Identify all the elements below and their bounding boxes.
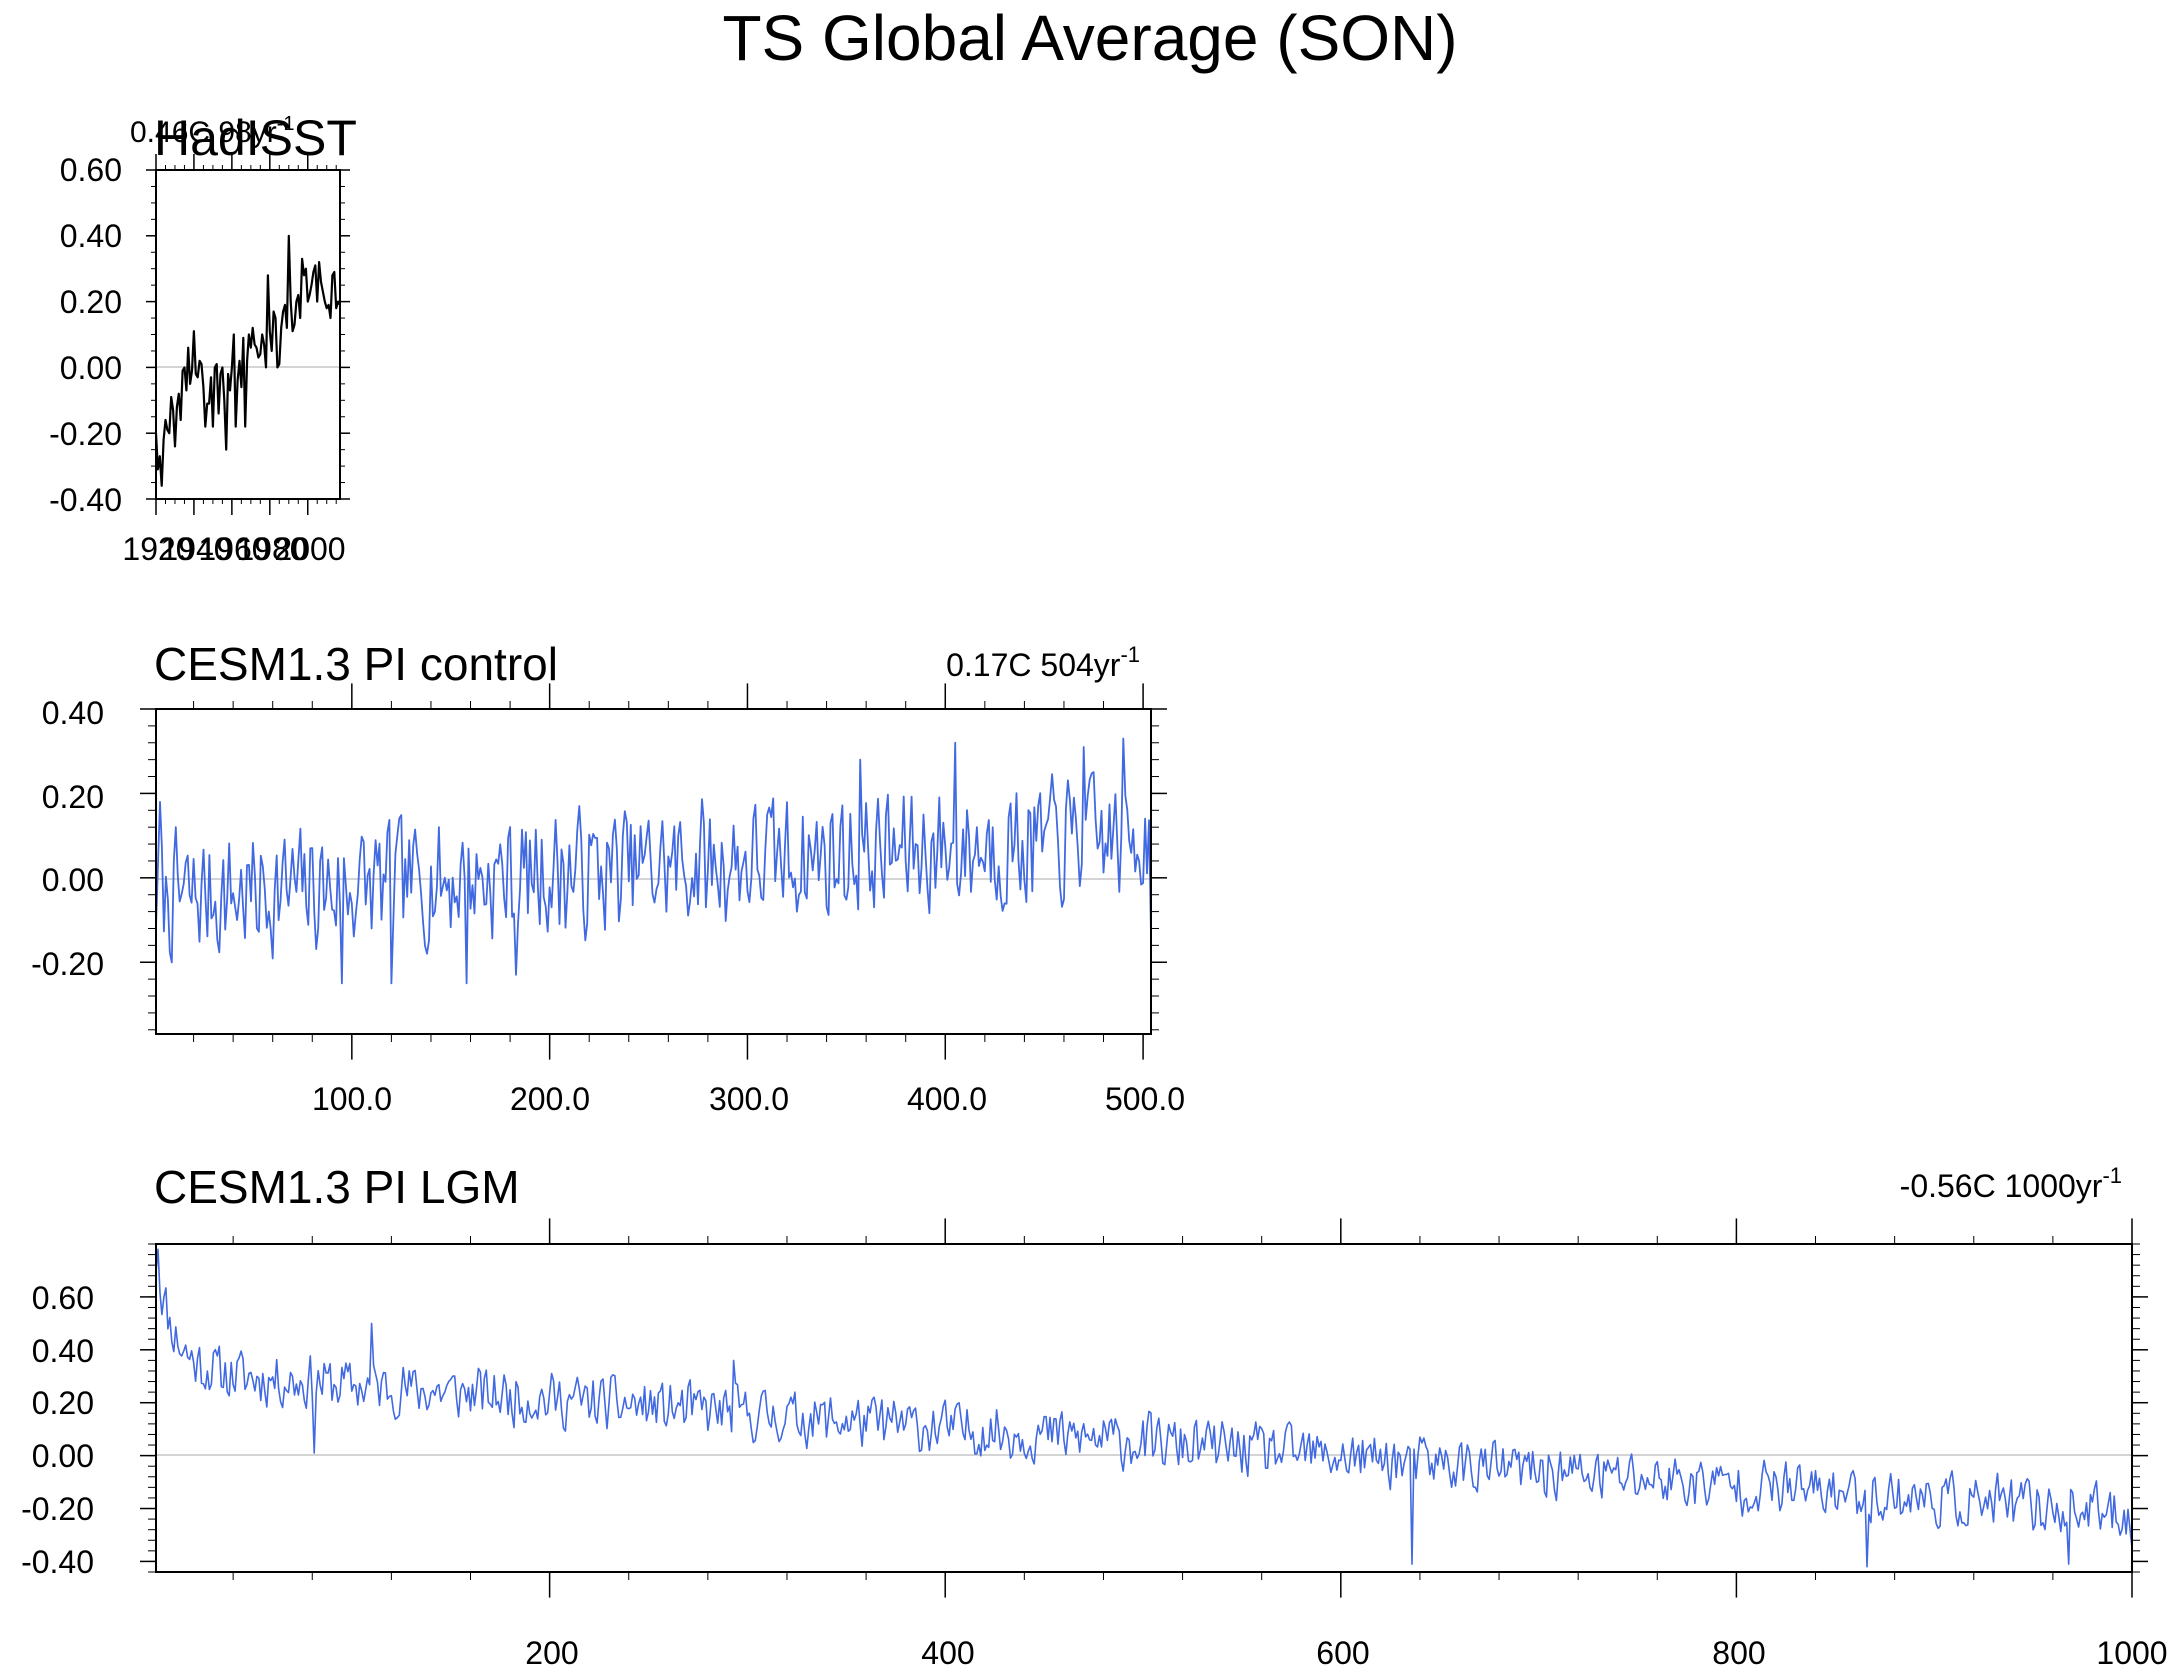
y-tick-label: 0.20	[42, 779, 104, 815]
x-tick-label: 100.0	[312, 1081, 392, 1117]
trend-label: 0.46C 98yr-1	[130, 113, 295, 149]
x-tick-label: 400	[921, 1635, 974, 1671]
x-tick-label: 1000	[2096, 1635, 2167, 1671]
x-tick-label: 300.0	[709, 1081, 789, 1117]
trend-label-sup: -1	[277, 113, 295, 135]
x-ticks	[232, 1218, 2133, 1598]
x-tick-label: 200	[525, 1635, 578, 1671]
plot-frame	[155, 1243, 2133, 1573]
x-tick-label: 1980	[236, 531, 307, 567]
trend-label-text: 0.46C 98yr	[130, 116, 277, 149]
panel-pi-control: CESM1.3 PI control 0.17C 504yr-1 0.40 0.…	[31, 638, 1185, 1117]
trend-label-sup: -1	[2102, 1163, 2122, 1188]
x-ticks	[193, 683, 1144, 1060]
y-tick-label: -0.40	[21, 1544, 94, 1580]
y-ticks	[140, 1243, 2148, 1573]
trend-label: -0.56C 1000yr-1	[1900, 1163, 2122, 1204]
y-tick-label: 0.00	[60, 350, 122, 386]
series-line-layer	[155, 737, 1152, 985]
trend-label: 0.17C 504yr-1	[946, 642, 1140, 683]
series-line	[155, 1248, 2133, 1568]
x-ticks	[155, 154, 337, 515]
trend-label-sup: -1	[1120, 642, 1140, 667]
panel-hadisst: 0.46C 98yr-1 HadISST 0.60 0.40 0.20 0.00…	[49, 110, 357, 567]
x-tick-label: 1960	[198, 531, 269, 567]
y-tick-label: -0.20	[49, 416, 122, 452]
x-tick-label: 2000	[274, 531, 345, 567]
y-tick-label: -0.40	[49, 482, 122, 518]
x-tick-label: 1940	[160, 531, 231, 567]
y-tick-label: -0.20	[21, 1491, 94, 1527]
series-line	[154, 234, 341, 487]
y-tick-label: 0.40	[60, 218, 122, 254]
x-tick-label: 600	[1316, 1635, 1369, 1671]
x-tick-label: 1920	[122, 531, 193, 567]
y-tick-label: 0.60	[60, 152, 122, 188]
chart-title: CESM1.3 PI control	[154, 638, 558, 690]
page-title: TS Global Average (SON)	[722, 2, 1457, 74]
series-line-layer	[154, 234, 341, 487]
chart-title: CESM1.3 PI LGM	[154, 1161, 520, 1213]
y-tick-label: 0.60	[32, 1280, 94, 1316]
y-ticks	[140, 708, 1167, 1031]
series-line-layer	[155, 1248, 2133, 1568]
trend-label-text: 0.17C 504yr	[946, 647, 1121, 683]
chart-title: HadISST	[154, 110, 357, 166]
y-tick-label: 0.00	[42, 862, 104, 898]
y-tick-label: 0.40	[32, 1333, 94, 1369]
x-tick-label: 400.0	[907, 1081, 987, 1117]
x-tick-label: 500.0	[1105, 1081, 1185, 1117]
y-tick-label: 0.40	[42, 695, 104, 731]
plot-frame	[155, 708, 1152, 1035]
y-tick-label: 0.00	[32, 1438, 94, 1474]
series-line	[155, 737, 1152, 985]
y-tick-label: 0.20	[32, 1385, 94, 1421]
plot-frame	[155, 169, 341, 500]
x-tick-label: 200.0	[510, 1081, 590, 1117]
y-tick-label: -0.20	[31, 946, 104, 982]
y-tick-label: 0.20	[60, 284, 122, 320]
trend-label-text: -0.56C 1000yr	[1900, 1168, 2103, 1204]
x-tick-label: 800	[1712, 1635, 1765, 1671]
panel-pi-lgm: CESM1.3 PI LGM -0.56C 1000yr-1 0.60 0.40…	[21, 1161, 2168, 1671]
